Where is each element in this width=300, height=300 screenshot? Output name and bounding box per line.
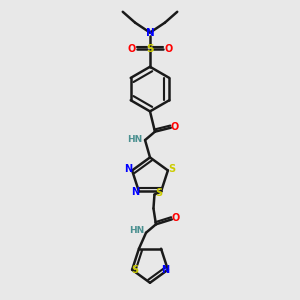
Text: N: N bbox=[146, 28, 154, 38]
Text: S: S bbox=[155, 188, 162, 198]
Text: N: N bbox=[124, 164, 133, 174]
Text: O: O bbox=[172, 213, 180, 224]
Text: O: O bbox=[127, 44, 135, 54]
Text: S: S bbox=[131, 265, 139, 275]
Text: O: O bbox=[165, 44, 173, 54]
Text: HN: HN bbox=[130, 226, 145, 235]
Text: N: N bbox=[131, 188, 140, 197]
Text: S: S bbox=[168, 164, 175, 174]
Text: S: S bbox=[146, 44, 154, 54]
Text: O: O bbox=[171, 122, 179, 132]
Text: HN: HN bbox=[128, 135, 143, 144]
Text: N: N bbox=[161, 265, 169, 275]
